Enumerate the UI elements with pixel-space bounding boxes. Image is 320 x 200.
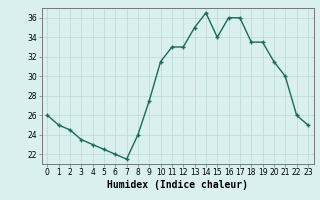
X-axis label: Humidex (Indice chaleur): Humidex (Indice chaleur) xyxy=(107,180,248,190)
